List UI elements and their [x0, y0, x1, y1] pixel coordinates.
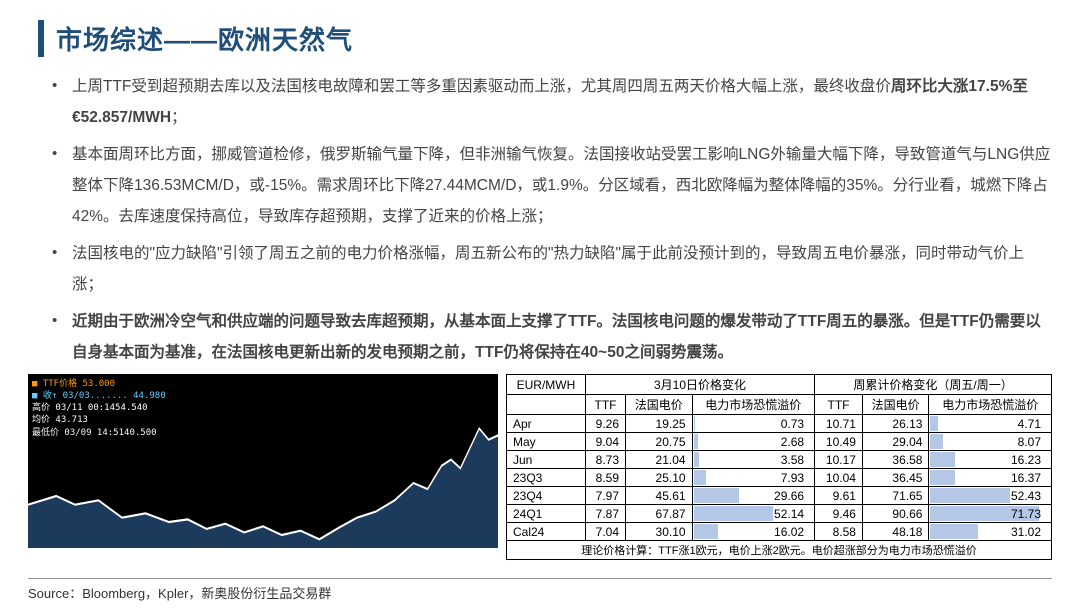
table-row: 24Q17.8767.8752.149.4690.6671.73 [507, 505, 1052, 523]
source-line: Source：Bloomberg，Kpler，新奥股份衍生品交易群 [28, 578, 1052, 602]
table-row: Cal247.0430.1016.028.5848.1831.02 [507, 523, 1052, 541]
bullet-item: 基本面周环比方面，挪威管道检修，俄罗斯输气量下降，但非洲输气恢复。法国接收站受罢… [52, 139, 1052, 232]
unit-header: EUR/MWH [507, 375, 586, 395]
bullet-list: 上周TTF受到超预期去库以及法国核电故障和罢工等多重因素驱动而上涨，尤其周四周五… [28, 71, 1052, 368]
table-subheader-row: TTF 法国电价 电力市场恐慌溢价 TTF 法国电价 电力市场恐慌溢价 [507, 395, 1052, 415]
table-header-row: EUR/MWH 3月10日价格变化 周累计价格变化（周五/周一） [507, 375, 1052, 395]
group2-header: 周累计价格变化（周五/周一） [815, 375, 1052, 395]
table-row: 23Q38.5925.107.9310.0436.4516.37 [507, 469, 1052, 487]
group1-header: 3月10日价格变化 [585, 375, 814, 395]
bullet-item: 近期由于欧洲冷空气和供应端的问题导致去库超预期，从基本面上支撑了TTF。法国核电… [52, 306, 1052, 368]
bullet-item: 上周TTF受到超预期去库以及法国核电故障和罢工等多重因素驱动而上涨，尤其周四周五… [52, 71, 1052, 133]
price-change-table: EUR/MWH 3月10日价格变化 周累计价格变化（周五/周一） TTF 法国电… [506, 374, 1052, 560]
chart-line [28, 418, 498, 548]
table-footnote: 理论价格计算：TTF涨1欧元，电价上涨2欧元。电价超涨部分为电力市场恐慌溢价 [507, 541, 1052, 560]
ttf-price-chart: ■ TTF价格 53.000 ■ 收↑ 03/03....... 44.980 … [28, 374, 498, 548]
slide-title-bar: 市场综述——欧洲天然气 [38, 20, 1052, 57]
table-row: Apr9.2619.250.7310.7126.134.71 [507, 415, 1052, 433]
bullet-item: 法国核电的"应力缺陷"引领了周五之前的电力价格涨幅，周五新公布的"热力缺陷"属于… [52, 238, 1052, 300]
table-row: Jun8.7321.043.5810.1736.5816.23 [507, 451, 1052, 469]
table-row: May9.0420.752.6810.4929.048.07 [507, 433, 1052, 451]
slide-title: 市场综述——欧洲天然气 [56, 20, 1052, 57]
table-row: 23Q47.9745.6129.669.6171.6552.43 [507, 487, 1052, 505]
